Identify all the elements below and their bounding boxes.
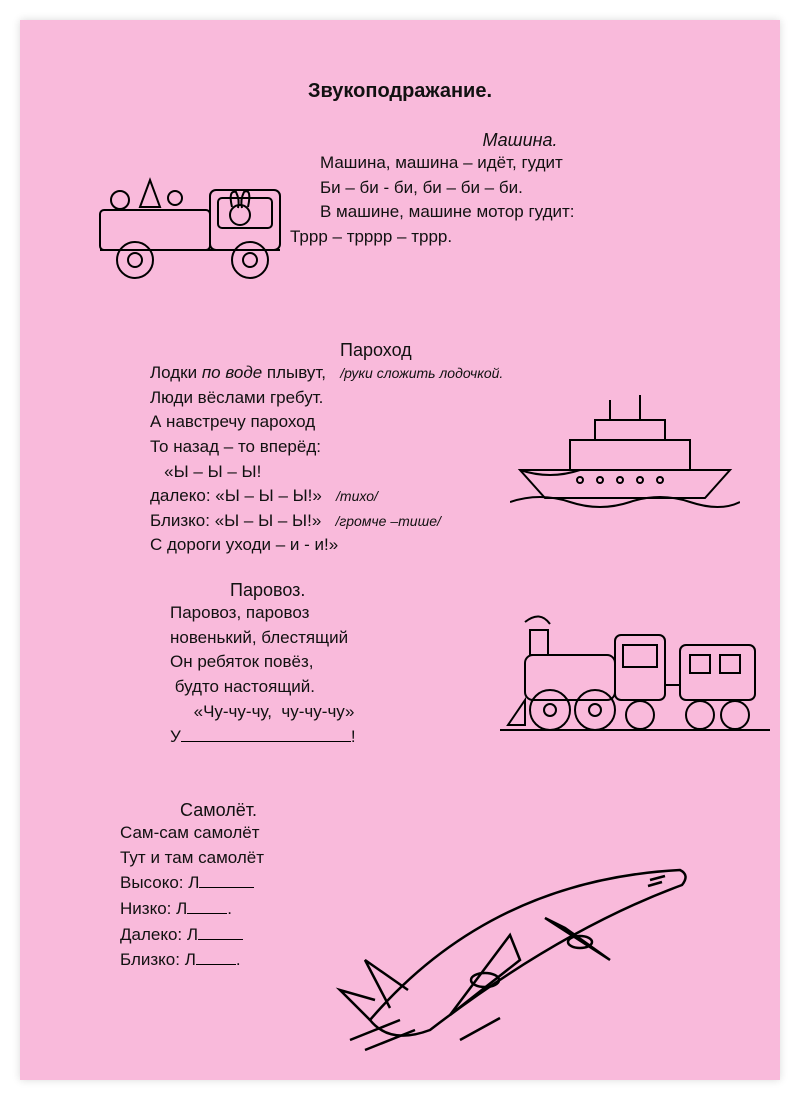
fill-blank-line: [196, 947, 236, 965]
train-title: Паровоз.: [230, 580, 730, 601]
car-line-1: Машина, машина – идёт, гудит: [320, 151, 720, 176]
section-train: Паровоз. Паровоз, паровоз новенький, бле…: [170, 580, 730, 750]
plane-dot-2: .: [236, 950, 241, 969]
fill-blank-line: [198, 922, 243, 940]
ship-l7a: Близко: «Ы – Ы – Ы!»: [150, 511, 321, 530]
truck-with-bunny-icon: [90, 160, 310, 290]
airplane-icon: [310, 840, 710, 1060]
ship-note-3: /громче –тише/: [335, 513, 440, 529]
ship-line-7: Близко: «Ы – Ы – Ы!» /громче –тише/: [150, 509, 710, 534]
section-car: Машина. Машина, машина – идёт, гудит Би …: [100, 130, 720, 250]
ship-l1b: по воде: [202, 363, 262, 382]
train-l6a: У: [170, 727, 181, 746]
worksheet-page: Звукоподражание.: [20, 20, 780, 1080]
ship-note-1: /руки сложить лодочкой.: [340, 365, 503, 381]
steam-locomotive-icon: [500, 600, 770, 750]
ship-l1a: Лодки: [150, 363, 202, 382]
ship-note-2: /тихо/: [336, 488, 378, 504]
train-l6b: !: [351, 727, 356, 746]
plane-title: Самолёт.: [180, 800, 740, 821]
ship-l6a: далеко: «Ы – Ы – Ы!»: [150, 486, 322, 505]
car-line-2: Би – би - би, би – би – би.: [320, 176, 720, 201]
plane-r4a: Низко: Л: [120, 899, 187, 918]
ship-line-8: С дороги уходи – и - и!»: [150, 533, 710, 558]
ship-l1c: плывут,: [262, 363, 326, 382]
fill-blank-line: [181, 724, 351, 742]
section-ship: Пароход Лодки по воде плывут, /руки слож…: [150, 340, 710, 558]
steamship-icon: [510, 380, 740, 510]
fill-blank-line: [199, 870, 254, 888]
fill-blank-line: [187, 896, 227, 914]
plane-dot: .: [227, 899, 232, 918]
ship-title: Пароход: [340, 340, 710, 361]
plane-r6a: Близко: Л: [120, 950, 196, 969]
car-line-3: В машине, машине мотор гудит:: [320, 200, 720, 225]
page-title: Звукоподражание.: [20, 80, 780, 103]
car-text-block: Машина. Машина, машина – идёт, гудит Би …: [320, 130, 720, 250]
plane-r5a: Далеко: Л: [120, 925, 198, 944]
plane-r3a: Высоко: Л: [120, 873, 199, 892]
car-line-4: Тррр – трррр – тррр.: [290, 225, 720, 250]
section-plane: Самолёт. Сам-сам самолёт Тут и там самол…: [120, 800, 740, 973]
car-title: Машина.: [320, 130, 720, 151]
